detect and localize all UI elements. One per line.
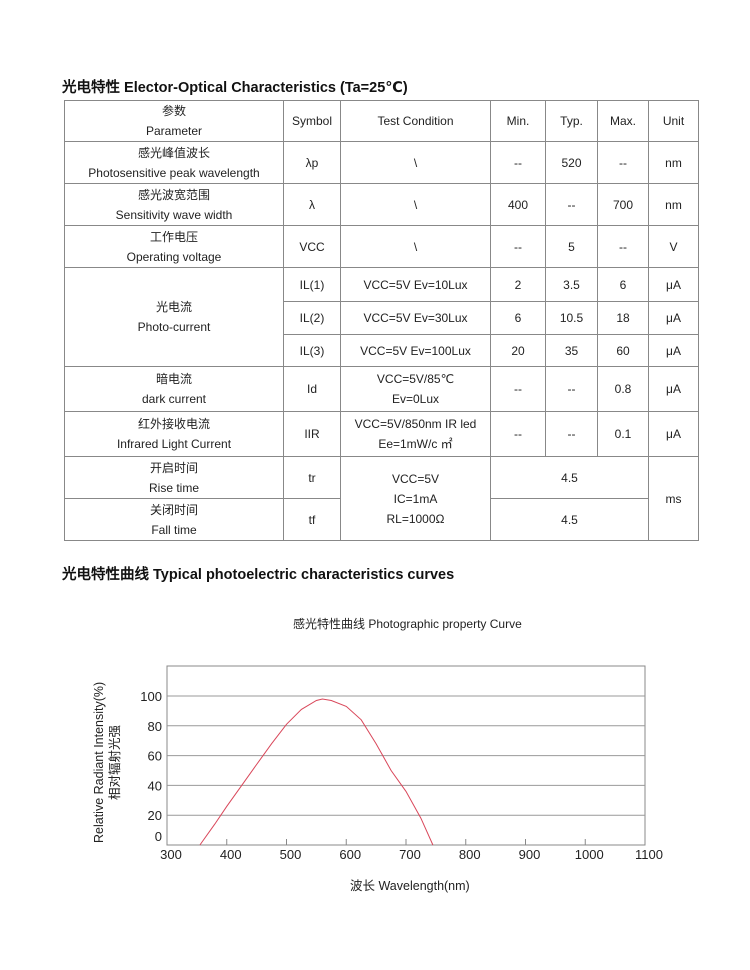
table-row: IL(3) VCC=5V Ev=100Lux 20 35 60 μA — [65, 334, 699, 367]
table-cell: 0.8 — [597, 366, 649, 412]
table-cell: 关闭时间 Fall time — [64, 498, 284, 541]
y-tick-label: 80 — [148, 719, 162, 734]
table-cell: -- — [545, 366, 598, 412]
table-cell: tf — [283, 498, 341, 541]
table-cell: 工作电压 Operating voltage — [64, 225, 284, 268]
table-cell: Id — [283, 366, 341, 412]
x-tick-label: 1000 — [575, 847, 604, 862]
x-tick-label: 400 — [220, 847, 242, 862]
table-header-row: 参数 Parameter Symbol Test Condition Min. T… — [64, 100, 699, 142]
x-axis-label: 波长 Wavelength(nm) — [350, 879, 470, 893]
y-tick-label: 60 — [148, 749, 162, 764]
x-tick-label: 700 — [399, 847, 421, 862]
table-cell: μA — [648, 301, 699, 335]
x-tick-label: 900 — [519, 847, 541, 862]
table-cell: 开启时间 Rise time — [64, 456, 284, 499]
table-row-dark-current: 暗电流 dark current Id VCC=5V/85℃ Ev=0Lux -- --… — [64, 366, 699, 412]
header-max: Max. — [597, 100, 649, 142]
table-row-rise-time: 开启时间 Rise time tr VCC=5V IC=1mA RL=1000Ω 4.… — [64, 456, 699, 541]
table-cell: VCC=5V/850nm IR led Ee=1mW/c ㎡ — [340, 411, 491, 457]
y-axis-label-cn: 相对辐射光强 — [108, 724, 122, 800]
table-cell: -- — [490, 366, 546, 412]
table-cell: 4.5 — [490, 456, 649, 499]
table-cell: IL(2) — [283, 301, 341, 335]
table-cell: nm — [648, 141, 699, 184]
x-tick-label: 800 — [459, 847, 481, 862]
table-cell: 6 — [597, 267, 649, 302]
header-unit: Unit — [648, 100, 699, 142]
table-row: IL(2) VCC=5V Ev=30Lux 6 10.5 18 μA — [65, 301, 699, 335]
table-cell: V — [648, 225, 699, 268]
table-cell: VCC=5V Ev=30Lux — [340, 301, 491, 335]
section-title-electro-optical: 光电特性 Elector-Optical Characteristics (Ta… — [62, 80, 408, 96]
table-cell: ms — [648, 456, 699, 541]
table-cell: IL(3) — [283, 334, 341, 367]
header-condition: Test Condition — [340, 100, 491, 142]
table-cell: 60 — [597, 334, 649, 367]
table-cell: IL(1) — [283, 267, 341, 302]
table-cell: 4.5 — [490, 498, 649, 541]
table-cell: μA — [648, 411, 699, 457]
table-cell: VCC=5V Ev=100Lux — [340, 334, 491, 367]
table-row-ir-current: 红外接收电流 Infrared Light Current IIR VCC=5V/8… — [64, 411, 699, 457]
y-tick-label: 40 — [148, 778, 162, 793]
y-tick-label: 20 — [148, 808, 162, 823]
header-parameter: 参数 Parameter — [64, 100, 284, 142]
table-cell: 暗电流 dark current — [64, 366, 284, 412]
x-tick-label: 1100 — [635, 847, 663, 862]
table-cell: -- — [490, 411, 546, 457]
table-cell: 光电流 Photo-current — [64, 267, 284, 367]
table-cell: \ — [340, 225, 491, 268]
response-curve — [199, 698, 434, 846]
table-cell: 红外接收电流 Infrared Light Current — [64, 411, 284, 457]
table-cell: VCC=5V/85℃ Ev=0Lux — [340, 366, 491, 412]
section-title-curves: 光电特性曲线 Typical photoelectric characteris… — [62, 567, 455, 583]
x-tick-label: 500 — [280, 847, 302, 862]
chart-title: 感光特性曲线 Photographic property Curve — [293, 617, 522, 631]
x-tick-label: 300 — [160, 847, 182, 862]
table-cell: μA — [648, 334, 699, 367]
table-row-fall-time: 关闭时间 Fall time tf 4.5 — [64, 498, 699, 541]
y-tick-label: 100 — [140, 689, 162, 704]
table-cell: VCC=5V Ev=10Lux — [340, 267, 491, 302]
table-cell: VCC=5V IC=1mA RL=1000Ω — [340, 456, 491, 541]
header-typ: Typ. — [545, 100, 598, 142]
table-cell: -- — [545, 411, 598, 457]
table-cell: 感光波宽范围 Sensitivity wave width — [64, 183, 284, 226]
table-cell: μA — [648, 366, 699, 412]
table-cell: -- — [597, 141, 649, 184]
characteristics-table: 参数 Parameter Symbol Test Condition Min. T… — [64, 100, 699, 541]
table-cell: 感光峰值波长 Photosensitive peak wavelength — [64, 141, 284, 184]
table-row: 感光峰值波长 Photosensitive peak wavelength λp \… — [64, 141, 699, 184]
x-tick-label: 600 — [339, 847, 361, 862]
table-cell: 520 — [545, 141, 598, 184]
table-cell: 10.5 — [545, 301, 598, 335]
y-tick-label: 0 — [155, 829, 162, 844]
